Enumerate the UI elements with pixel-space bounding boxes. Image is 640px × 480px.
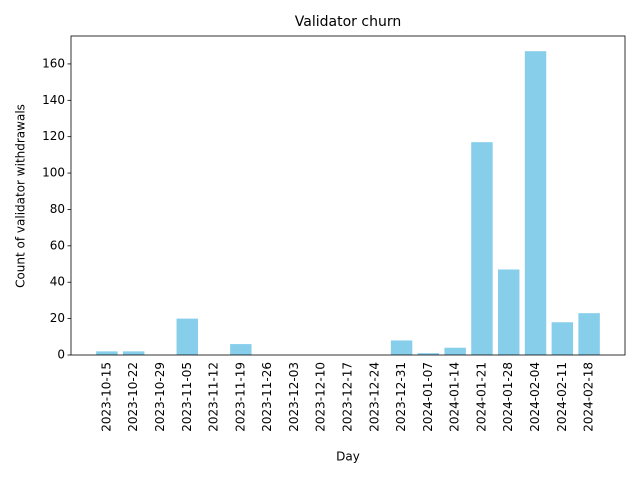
chart-title: Validator churn [295, 14, 401, 30]
y-axis-label: Count of validator withdrawals [14, 104, 28, 288]
x-tick-label: 2023-10-29 [153, 362, 167, 432]
x-tick-label: 2024-01-14 [448, 362, 462, 432]
bar [551, 322, 574, 355]
x-axis-label: Day [336, 450, 360, 464]
bar [498, 269, 520, 355]
bar [417, 353, 440, 355]
bar [122, 351, 145, 355]
bar [176, 318, 198, 355]
x-tick-label: 2023-11-12 [207, 362, 221, 432]
y-tick-label: 80 [50, 202, 65, 216]
x-tick-label: 2023-11-26 [260, 362, 274, 432]
y-tick-label: 20 [50, 311, 65, 325]
x-tick-label: 2023-12-24 [367, 362, 381, 432]
x-tick-label: 2023-10-15 [99, 362, 113, 432]
bar [230, 344, 252, 355]
bar [524, 51, 547, 355]
x-tick-label: 2024-01-21 [474, 362, 488, 432]
x-tick-label: 2024-02-18 [582, 362, 596, 432]
y-tick-label: 160 [42, 56, 65, 70]
y-tick-label: 140 [42, 93, 65, 107]
x-tick-label: 2024-01-07 [421, 362, 435, 432]
y-tick-label: 120 [42, 129, 65, 143]
x-tick-label: 2023-11-05 [180, 362, 194, 432]
x-tick-label: 2023-12-03 [287, 362, 301, 432]
x-tick-label: 2024-02-11 [555, 362, 569, 432]
bar [471, 142, 493, 355]
bar [578, 313, 600, 355]
y-tick-label: 0 [57, 348, 65, 362]
bar [390, 340, 413, 355]
x-tick-label: 2024-02-04 [528, 362, 542, 432]
y-tick-label: 60 [50, 238, 65, 252]
bar [96, 351, 118, 355]
x-tick-label: 2023-11-19 [233, 362, 247, 432]
y-tick-label: 40 [50, 275, 65, 289]
x-tick-label: 2023-12-31 [394, 362, 408, 432]
x-tick-label: 2024-01-28 [501, 362, 515, 432]
x-tick-label: 2023-12-10 [314, 362, 328, 432]
x-tick-label: 2023-10-22 [126, 362, 140, 432]
y-tick-label: 100 [42, 166, 65, 180]
x-tick-label: 2023-12-17 [341, 362, 355, 432]
plot-frame [70, 35, 626, 356]
bar [444, 347, 466, 355]
